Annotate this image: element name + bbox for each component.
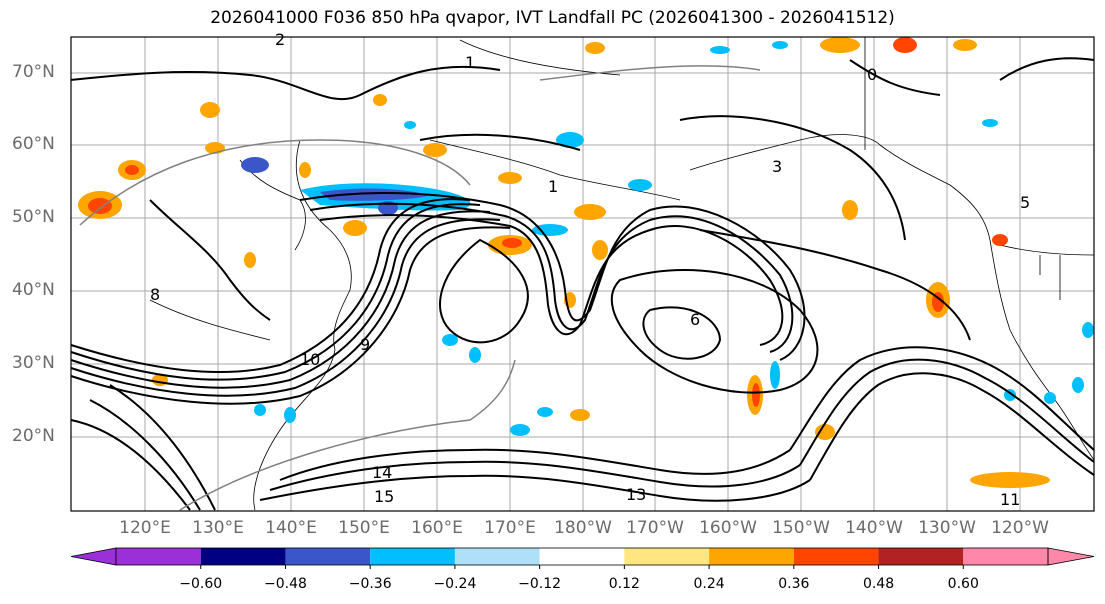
lat-label: 70°N (12, 62, 55, 82)
colorbar (70, 547, 1095, 569)
colorbar-segment (963, 548, 1048, 565)
lon-label: 170°E (484, 518, 536, 538)
contour-label: 1 (465, 53, 475, 72)
colorbar-segment (285, 548, 371, 565)
contour-label: 6 (690, 310, 700, 329)
lon-label: 130°W (918, 518, 976, 538)
contour-label: 15 (374, 487, 394, 506)
lon-label: 160°E (411, 518, 463, 538)
lon-label: 140°E (265, 518, 317, 538)
lat-label: 60°N (12, 134, 55, 154)
lon-label: 150°E (338, 518, 390, 538)
colorbar-segment (454, 548, 540, 565)
contour-label: 11 (1000, 490, 1020, 509)
ivt-contours (70, 57, 1095, 511)
colorbar-segment (709, 548, 794, 565)
lat-label: 20°N (12, 426, 55, 446)
great-circle-arcs (79, 65, 761, 511)
colorbar-tick-label: 0.12 (608, 576, 640, 592)
plot-frame (70, 36, 1095, 512)
colorbar-tick-label: 0.60 (947, 576, 979, 592)
contour-label: 5 (1020, 193, 1030, 212)
contour-label: 13 (626, 485, 646, 504)
colorbar-tick-label: −0.12 (518, 576, 562, 592)
contour-label: 10 (300, 350, 320, 369)
lon-label: 140°W (845, 518, 903, 538)
colorbar-frame (115, 547, 1049, 566)
lon-label: 120°W (991, 518, 1049, 538)
colorbar-tick-label: 0.48 (862, 576, 895, 592)
lon-label: 160°W (699, 518, 757, 538)
colorbar-tick-label: −0.36 (348, 576, 392, 592)
colorbar-segment (370, 548, 455, 565)
contour-label: 9 (360, 335, 370, 354)
colorbar-tick-label: 0.24 (693, 576, 725, 592)
map-title: 2026041000 F036 850 hPa qvapor, IVT Land… (210, 8, 895, 28)
colorbar-tick-label: −0.48 (264, 576, 307, 592)
colorbar-right-arrow (1047, 547, 1095, 566)
colorbar-tick-label: −0.24 (433, 576, 477, 592)
contour-label: 8 (150, 285, 160, 304)
lat-label: 30°N (12, 353, 55, 373)
lon-label: 180°W (554, 518, 612, 538)
contour-label: 0 (867, 65, 877, 84)
lon-label: 120°E (119, 518, 171, 538)
colorbar-segment (539, 548, 625, 565)
colorbar-tick-label: 0.36 (778, 576, 810, 592)
colorbar-segment (116, 548, 201, 565)
lon-label: 130°E (192, 518, 244, 538)
colorbar-left-arrow (70, 547, 117, 566)
contour-label: 2 (275, 30, 285, 49)
contour-label: 1 (548, 177, 558, 196)
colorbar-segment (200, 548, 286, 565)
lat-label: 50°N (12, 207, 55, 227)
colorbar-segment (793, 548, 879, 565)
colorbar-segment (878, 548, 964, 565)
lon-label: 170°W (626, 518, 684, 538)
contour-label: 14 (372, 463, 392, 482)
graticule (71, 37, 1094, 511)
lat-label: 40°N (12, 280, 55, 300)
colorbar-segment (624, 548, 710, 565)
lon-label: 150°W (772, 518, 830, 538)
colorbar-tick-label: −0.60 (179, 576, 223, 592)
contour-label: 3 (772, 157, 782, 176)
